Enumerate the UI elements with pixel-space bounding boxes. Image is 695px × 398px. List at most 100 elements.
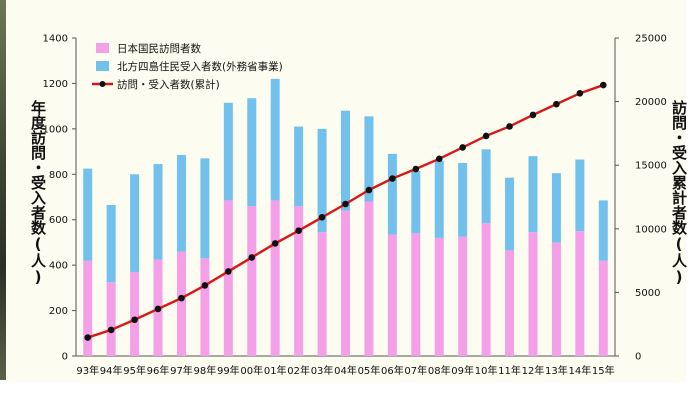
cumulative-point [342,200,349,208]
x-tick-label: 05年 [358,364,381,377]
bar-segment-2 [528,156,538,233]
cumulative-point [271,240,279,247]
x-tick-label: 02年 [287,364,310,377]
bar-segment-1 [294,206,304,356]
bar-segment-2 [176,154,186,252]
y-axis-title-right: 訪問・受入累計者数(人) [670,100,688,286]
y-tick-label-left: 1400 [43,34,68,45]
bar-segment-1 [411,233,421,356]
bar-segment-2 [200,158,210,259]
x-tick-label: 00年 [240,364,263,377]
background-photo-strip [0,0,6,380]
x-tick-label: 99年 [217,364,240,377]
x-tick-label: 01年 [264,364,287,377]
cumulative-point [178,294,185,302]
bar-segment-1 [270,200,280,356]
y-tick-label-left: 200 [49,306,68,317]
bar-segment-2 [411,170,421,234]
bar-segment-1 [505,250,515,356]
bar-segment-1 [341,210,350,356]
bar-segment-1 [83,260,93,356]
legend-label-3: 訪問・受入者数(累計) [117,78,220,91]
bar-segment-1 [223,200,233,356]
x-tick-label: 15年 [592,364,615,377]
y-tick-label-left: 0 [62,352,68,363]
cumulative-point [412,165,420,173]
y-tick-label-left: 1000 [43,124,68,135]
cumulative-point [295,227,302,235]
y-tick-label-right: 0 [635,352,641,363]
y-tick-label-right: 10000 [635,224,667,235]
cumulative-point [201,282,209,289]
cumulative-point [154,305,162,313]
bar-segment-2 [83,168,93,261]
cumulative-point [553,100,560,108]
x-tick-label: 10年 [475,364,498,377]
cumulative-point [482,132,490,140]
chart-canvas: 0 200 400 600 800 1000 1200 1400 0 5000 10000 15000… [43,34,667,378]
x-tick-label: 95年 [123,364,146,377]
x-tick-label: 13年 [545,364,568,377]
bar-segment-1 [176,251,186,356]
bar-segment-2 [247,98,257,207]
bar-segment-2 [551,173,561,243]
bar-segment-1 [247,206,257,356]
y-tick-label-left: 1200 [43,79,68,90]
y-tick-label-right: 20000 [635,97,667,108]
x-tick-label: 12年 [522,364,545,377]
bar-segment-2 [458,162,468,237]
cumulative-point [225,268,232,275]
bar-segment-1 [481,223,491,356]
bar-segment-1 [528,232,538,356]
bar-segment-1 [130,271,140,356]
cumulative-point [107,326,115,334]
bar-segment-1 [575,231,585,356]
cumulative-point [435,155,443,163]
x-tick-label: 93年 [76,364,99,377]
x-tick-label: 96年 [147,364,170,377]
bar-segment-1 [598,260,608,356]
y-tick-label-right: 5000 [635,288,660,299]
cumulative-point [131,316,138,324]
cumulative-point [389,175,396,182]
bar-segment-2 [130,174,140,272]
bar-segment-1 [317,232,327,356]
bar-segment-2 [223,102,233,201]
cumulative-point [459,144,466,151]
y-axis-title-left: 年度訪問・受入者数(人) [29,100,47,286]
legend-swatch-2 [96,61,109,71]
x-tick-label: 14年 [568,364,591,377]
y-tick-label-left: 600 [49,215,68,226]
bar-segment-1 [434,237,444,356]
cumulative-point [365,186,373,194]
y-tick-label-right: 25000 [635,34,667,45]
bar-segment-2 [575,159,585,232]
bar-segment-2 [317,128,327,233]
cumulative-point [506,123,513,130]
legend-swatch-1 [96,43,109,53]
bar-segment-1 [364,201,374,356]
legend-label-2: 北方四島住民受入者数(外務省事業) [117,60,283,73]
legend-swatch-marker [99,81,106,87]
bar-segment-2 [341,110,350,211]
y-tick-label-left: 400 [49,261,68,272]
cumulative-point [248,254,256,261]
y-tick-label-left: 800 [49,170,68,181]
chart-panel: 年度訪問・受入者数(人) 訪問・受入累計者数(人) 0 200 400 600 800 1… [6,0,688,382]
bar-segment-2 [505,177,515,251]
x-tick-label: 98年 [194,364,217,377]
cumulative-point [576,90,584,97]
bar-segment-1 [106,282,116,356]
bar-segment-2 [387,153,397,235]
bar-segment-1 [458,236,468,356]
bar-segment-2 [294,126,304,207]
x-tick-label: 11年 [498,364,521,377]
cumulative-point [599,81,607,89]
x-tick-label: 07年 [404,364,427,377]
bar-segment-2 [270,78,280,201]
legend-label-1: 日本国民訪問者数 [117,42,201,55]
cumulative-point [318,214,326,221]
cumulative-point [529,111,537,119]
x-tick-label: 06年 [381,364,404,377]
